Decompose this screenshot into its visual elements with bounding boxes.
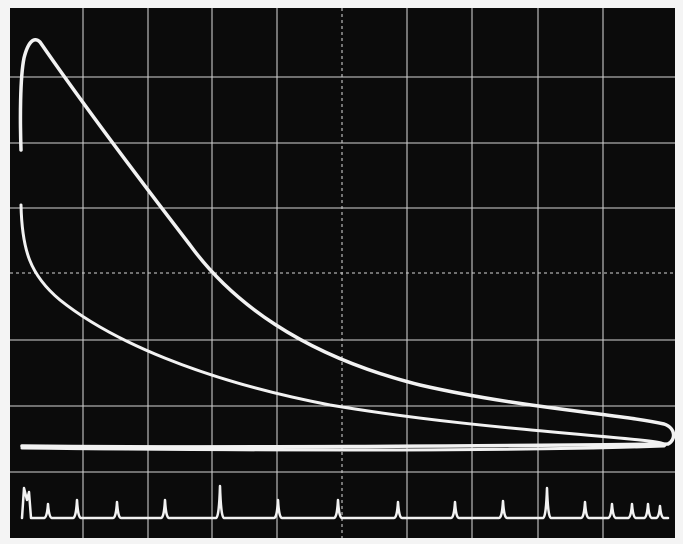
page: Oscilloscope trace {} html, body { margi… — [0, 0, 683, 544]
oscilloscope-photo — [0, 0, 683, 544]
page-body: (() => { // layout only: pulse positions… — [0, 0, 683, 544]
